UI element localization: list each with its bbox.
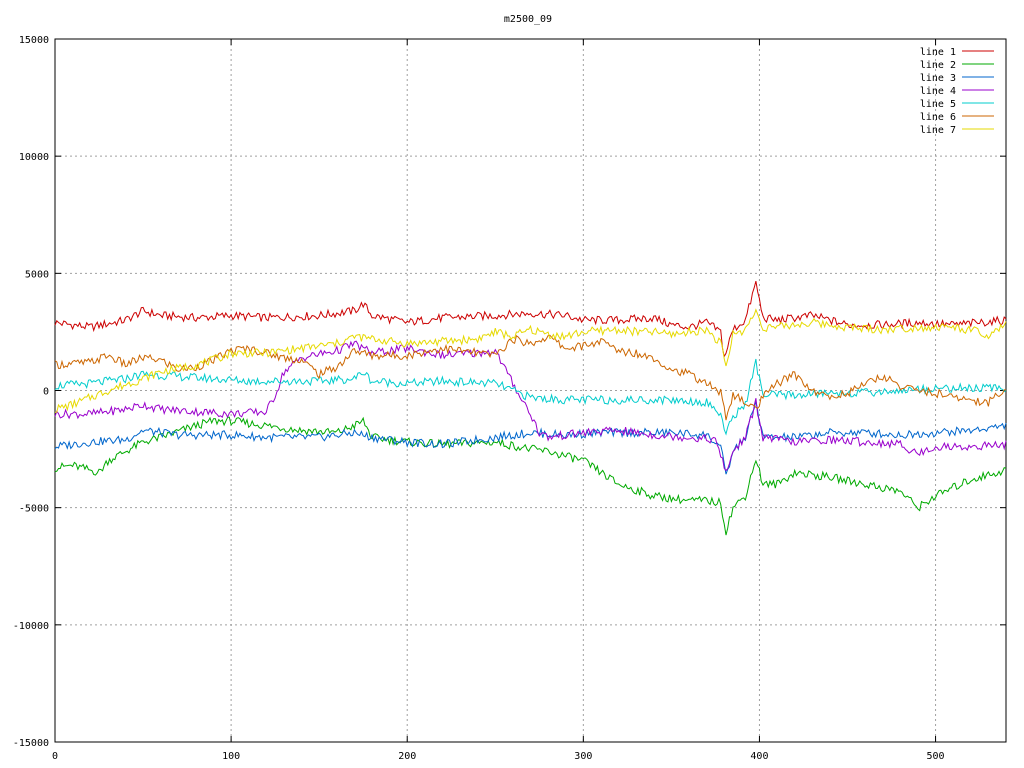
series-line-2 bbox=[54, 416, 1007, 536]
y-tick-label: -10000 bbox=[13, 621, 49, 632]
series-line-4 bbox=[54, 340, 1007, 472]
y-tick-label: -15000 bbox=[13, 738, 49, 749]
x-tick-label: 0 bbox=[52, 751, 58, 762]
x-tick-label: 200 bbox=[398, 751, 416, 762]
legend-label: line 3 bbox=[920, 73, 956, 84]
series-line-6 bbox=[54, 334, 1007, 421]
y-tick-label: 0 bbox=[43, 387, 49, 398]
legend-label: line 4 bbox=[920, 86, 956, 97]
y-tick-label: -5000 bbox=[19, 504, 49, 515]
series-line-1 bbox=[54, 280, 1007, 358]
series-line-3 bbox=[54, 400, 1007, 475]
x-tick-label: 100 bbox=[222, 751, 240, 762]
y-tick-label: 15000 bbox=[19, 35, 49, 46]
chart-title: m2500_09 bbox=[504, 14, 552, 25]
series-lines bbox=[54, 280, 1007, 536]
y-tick-label: 5000 bbox=[25, 269, 49, 280]
legend-label: line 5 bbox=[920, 99, 956, 110]
legend-label: line 7 bbox=[920, 125, 956, 136]
y-tick-label: 10000 bbox=[19, 152, 49, 163]
legend-label: line 1 bbox=[920, 47, 956, 58]
x-tick-label: 300 bbox=[574, 751, 592, 762]
legend: line 1 line 2 line 3 line 4 line 5 line 6 line… bbox=[920, 47, 994, 136]
legend-label: line 2 bbox=[920, 60, 956, 71]
grid-lines bbox=[55, 39, 1006, 742]
axes: 0 100 200 300 400 500 -15000 -10000 -5000 0 5000 10… bbox=[13, 35, 1007, 762]
legend-label: line 6 bbox=[920, 112, 956, 123]
series-line-7 bbox=[54, 308, 1007, 413]
x-tick-label: 400 bbox=[750, 751, 768, 762]
x-tick-label: 500 bbox=[927, 751, 945, 762]
